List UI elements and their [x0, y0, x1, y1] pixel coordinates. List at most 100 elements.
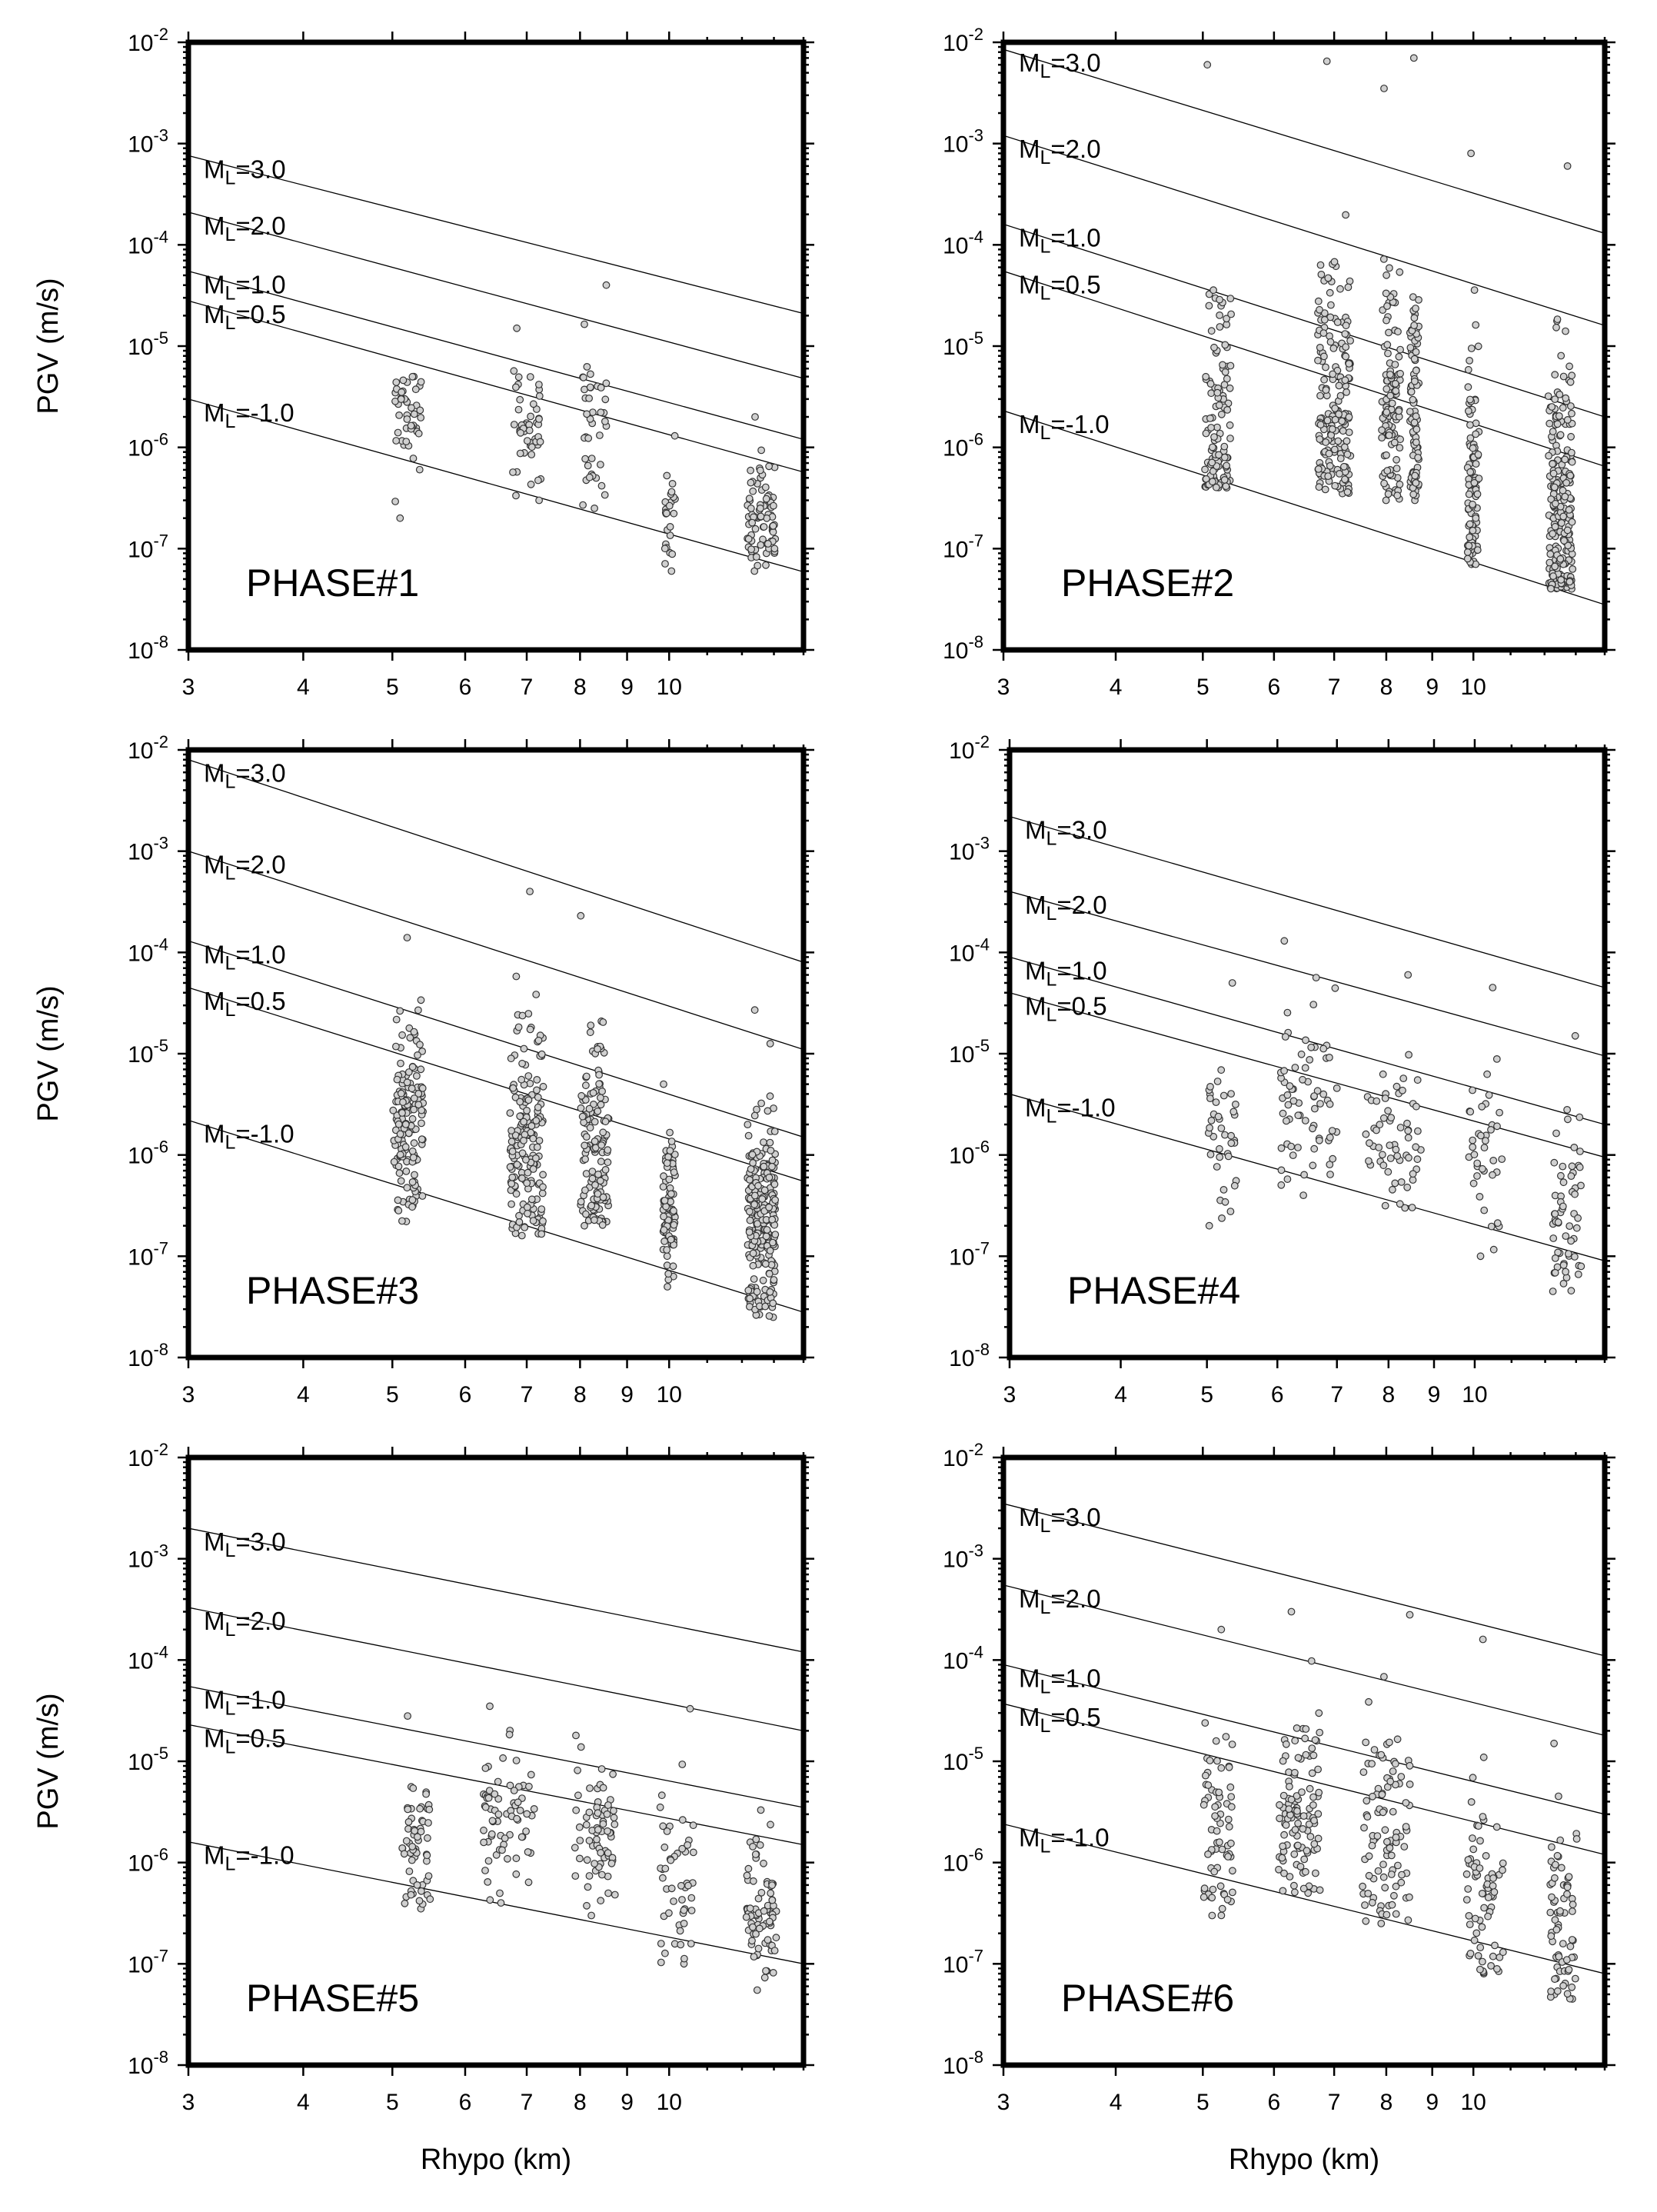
- data-point: [1316, 261, 1325, 269]
- data-point: [1379, 1861, 1387, 1869]
- data-point: [601, 1165, 610, 1174]
- data-point: [1311, 1736, 1319, 1744]
- x-tick-label: 4: [297, 1382, 310, 1407]
- data-point: [1463, 548, 1472, 556]
- data-point: [1396, 444, 1404, 451]
- data-point: [425, 1805, 434, 1814]
- data-point: [585, 1808, 594, 1817]
- data-point: [746, 1294, 754, 1303]
- y-tick-label: 10-4: [943, 1642, 983, 1674]
- data-point: [667, 1856, 675, 1864]
- data-point: [1218, 1904, 1226, 1913]
- data-point: [572, 1731, 580, 1740]
- data-point: [1465, 1911, 1473, 1920]
- data-point: [1309, 1161, 1317, 1170]
- data-point: [750, 1201, 758, 1208]
- data-point: [395, 411, 403, 419]
- data-point: [392, 1015, 401, 1024]
- data-point: [1277, 1144, 1286, 1152]
- data-point: [1335, 381, 1343, 390]
- data-point: [1381, 1201, 1389, 1210]
- data-point: [770, 545, 779, 553]
- data-point: [1388, 1901, 1396, 1909]
- data-point: [484, 1857, 493, 1865]
- data-point: [1469, 1086, 1476, 1094]
- data-point: [571, 1872, 580, 1881]
- data-point: [1547, 1843, 1556, 1851]
- data-point: [504, 1854, 511, 1863]
- data-point: [678, 1816, 687, 1824]
- data-point: [583, 1901, 591, 1910]
- data-point: [1412, 438, 1420, 446]
- ml-line-0.5: [1003, 270, 1605, 467]
- data-point: [1549, 572, 1557, 580]
- data-point: [1307, 1657, 1316, 1665]
- data-point: [1328, 425, 1336, 433]
- data-point: [1208, 458, 1216, 467]
- data-point: [1391, 380, 1399, 388]
- ml-label-2.0: ML=2.0: [204, 851, 286, 884]
- data-point: [1225, 1823, 1233, 1831]
- data-point: [1469, 1179, 1478, 1188]
- data-point: [1305, 1820, 1313, 1828]
- data-point: [594, 1044, 601, 1053]
- data-point: [1551, 1861, 1559, 1869]
- data-point: [533, 1143, 541, 1151]
- data-point: [1227, 1803, 1236, 1811]
- data-point: [516, 1112, 524, 1121]
- data-point: [1331, 984, 1339, 992]
- data-point: [764, 1936, 772, 1944]
- data-point: [576, 1837, 584, 1844]
- data-point: [1559, 512, 1568, 521]
- y-tick-label: 10-2: [943, 1440, 983, 1471]
- data-point: [760, 1974, 769, 1982]
- x-tick-label: 4: [297, 2090, 310, 2115]
- ml-label--1.0: ML=-1.0: [1025, 1093, 1116, 1127]
- data-point: [1412, 425, 1421, 434]
- y-tick-label: 10-2: [128, 732, 168, 764]
- data-point: [1204, 1781, 1213, 1789]
- data-point: [746, 1904, 754, 1913]
- data-point: [1470, 1936, 1479, 1944]
- data-point: [1402, 1799, 1410, 1807]
- ml-lines: [188, 155, 804, 573]
- data-point: [755, 1924, 764, 1933]
- data-point: [1275, 1865, 1283, 1874]
- data-point: [1207, 1116, 1216, 1124]
- data-points: [389, 888, 780, 1321]
- x-tick-label: 10: [657, 675, 682, 700]
- data-point: [481, 1867, 489, 1874]
- data-point: [533, 1075, 541, 1084]
- data-point: [416, 406, 424, 415]
- data-point: [763, 1226, 771, 1234]
- data-point: [1487, 1222, 1496, 1231]
- y-tick-label: 10-6: [943, 430, 983, 461]
- data-point: [417, 996, 425, 1004]
- x-tick-label: 7: [521, 675, 534, 700]
- data-point: [1345, 428, 1353, 436]
- data-point: [1214, 1112, 1223, 1121]
- data-point: [677, 1940, 685, 1949]
- data-point: [392, 1042, 400, 1051]
- data-point: [394, 1162, 403, 1171]
- data-point: [1562, 1956, 1571, 1964]
- data-point: [397, 1177, 405, 1185]
- data-point: [1276, 1814, 1283, 1823]
- data-point: [1346, 337, 1354, 345]
- data-point: [1563, 1990, 1572, 1998]
- data-point: [1385, 328, 1392, 337]
- plot-frame: [1000, 1454, 1608, 2068]
- data-point: [1216, 1153, 1224, 1161]
- data-point: [1363, 1813, 1372, 1821]
- data-point: [767, 1821, 774, 1829]
- data-point: [1391, 1179, 1399, 1188]
- data-point: [1551, 395, 1559, 403]
- data-point: [1373, 1126, 1380, 1134]
- data-point: [1565, 578, 1574, 586]
- data-point: [768, 1156, 777, 1164]
- data-point: [523, 1106, 531, 1114]
- data-point: [526, 888, 534, 895]
- data-point: [1401, 1204, 1409, 1212]
- data-point: [1364, 1889, 1373, 1897]
- data-point: [1386, 391, 1395, 400]
